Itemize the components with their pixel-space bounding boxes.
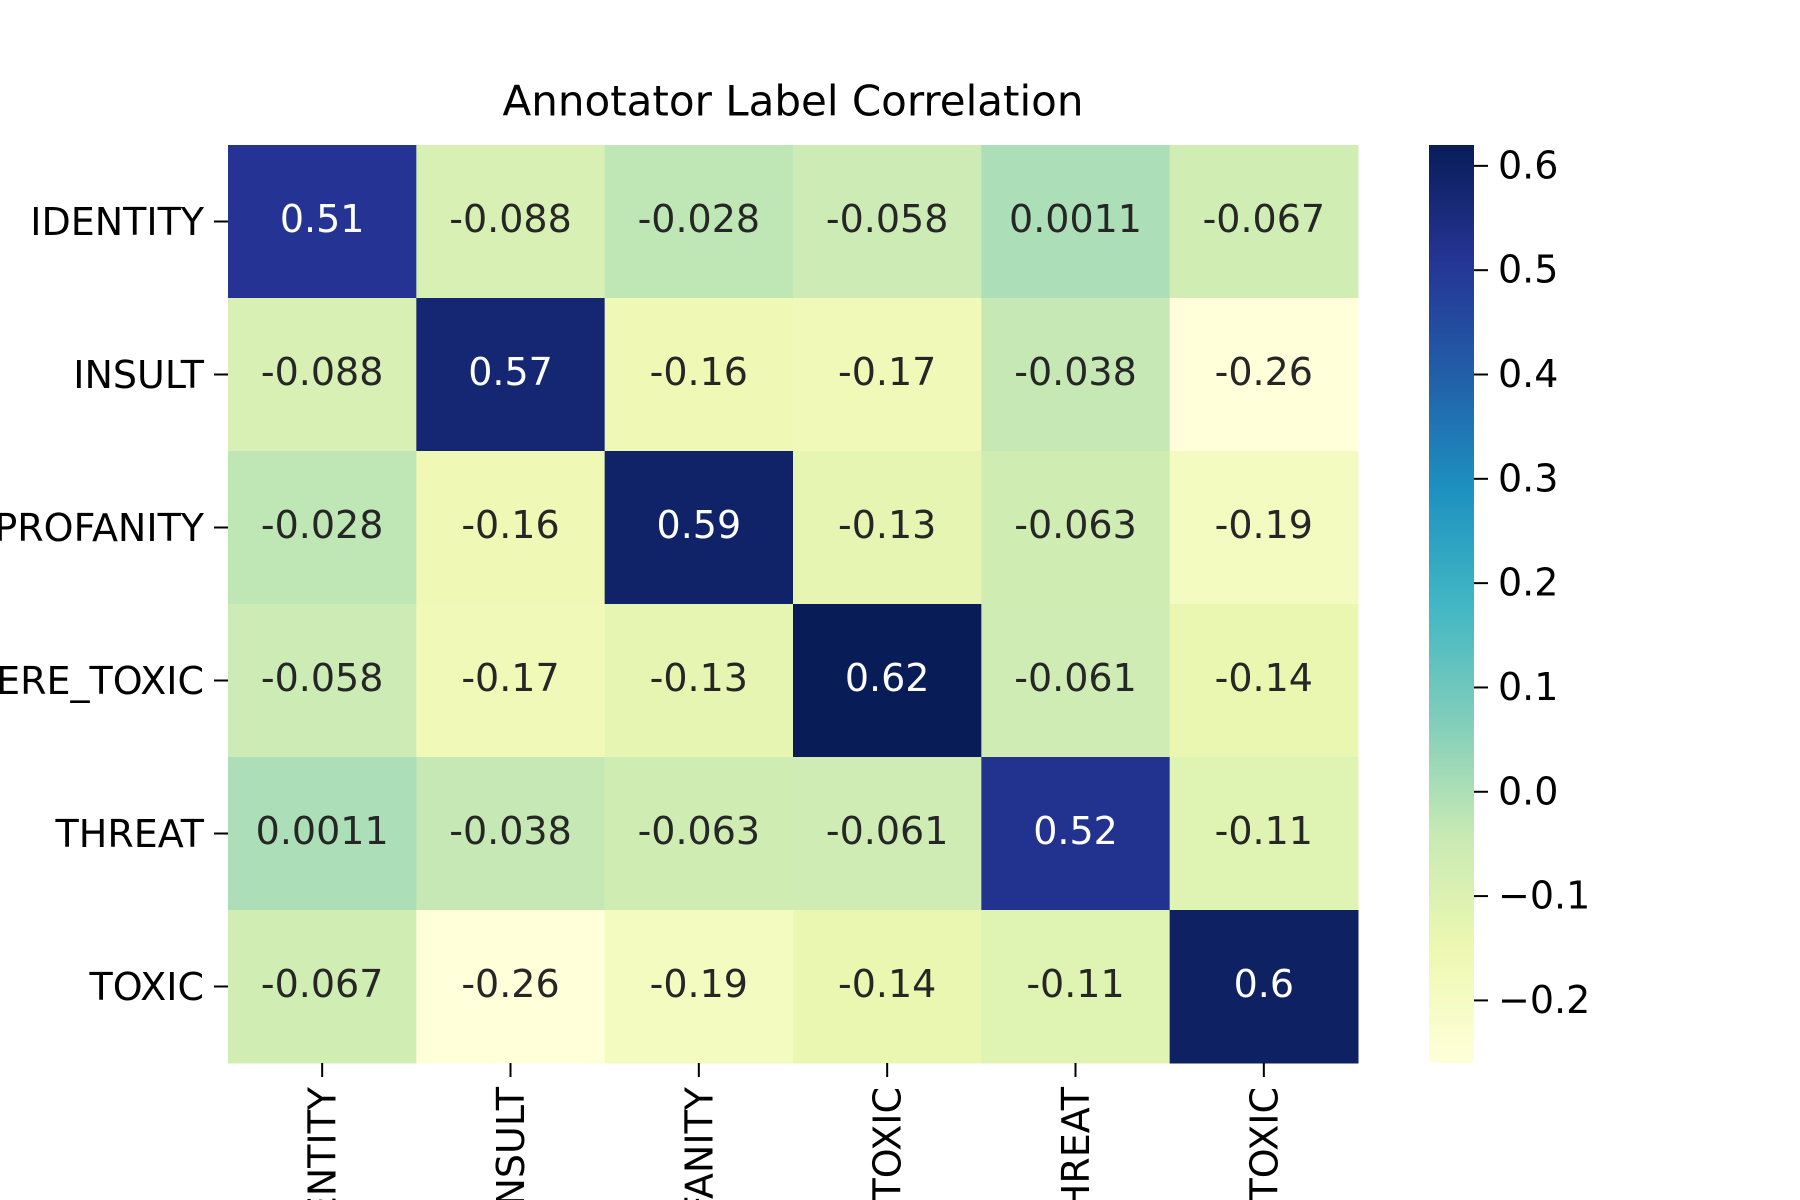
x-tick-label: TOXIC [1242,1087,1286,1200]
cell-label: 0.51 [280,197,365,241]
cell-label: -0.19 [650,962,748,1006]
x-tick-label: INSULT [489,1086,533,1200]
x-tick-label: PROFANITY [677,1086,721,1200]
cell-label: -0.063 [638,809,761,853]
cell-label: -0.038 [1014,350,1137,394]
heatmap-cell [604,145,794,299]
heatmap-cell [1169,451,1359,605]
y-tick-label: THREAT [55,812,205,856]
cell-label: -0.16 [461,503,559,547]
x-tick-label: SEVERE_TOXIC [866,1087,910,1200]
x-tick-label: THREAT [1054,1086,1098,1200]
colorbar-tick-label: −0.2 [1498,978,1590,1022]
cell-label: -0.26 [461,962,559,1006]
heatmap-cell [1169,145,1359,299]
heatmap-cell [228,910,417,1064]
heatmap-cell [604,451,794,605]
cell-label: 0.0011 [256,809,389,853]
colorbar-tick-label: −0.1 [1498,874,1590,918]
heatmap-cell [416,757,606,911]
cell-label: 0.6 [1234,962,1294,1006]
heatmap-cell [228,145,417,299]
cell-label: -0.063 [1014,503,1137,547]
heatmap-cell [416,145,606,299]
y-tick-label: PROFANITY [0,506,205,550]
cell-label: -0.061 [826,809,949,853]
cell-label: -0.17 [838,350,936,394]
heatmap-cell [1169,298,1359,452]
cell-label: 0.59 [657,503,742,547]
y-tick-label: IDENTITY [30,200,205,244]
colorbar-tick-label: 0.0 [1498,769,1558,813]
cell-label: -0.14 [1215,656,1313,700]
y-tick-label: TOXIC [89,965,204,1009]
colorbar-tick-label: 0.3 [1498,456,1558,500]
cell-label: -0.067 [1203,197,1326,241]
cell-label: -0.11 [1026,962,1124,1006]
cell-label: -0.26 [1215,350,1313,394]
cell-label: 0.57 [468,350,553,394]
cell-label: -0.038 [449,809,572,853]
y-tick-label: INSULT [73,353,205,397]
heatmap-cell [604,910,794,1064]
colorbar-tick-label: 0.1 [1498,665,1558,709]
heatmap-cell [981,910,1171,1064]
heatmap-cell [793,145,982,299]
heatmap-cell [981,451,1171,605]
heatmap-cell [416,604,606,758]
cell-label: -0.16 [650,350,748,394]
cell-label: 0.62 [845,656,930,700]
heatmap-cell [793,451,982,605]
heatmap-cell [604,757,794,911]
heatmap-cell [793,757,982,911]
cell-label: -0.17 [461,656,559,700]
heatmap-cell [981,145,1171,299]
cell-label: -0.028 [638,197,761,241]
heatmap-cell [416,298,606,452]
heatmap-cell [981,604,1171,758]
heatmap-cell [1169,604,1359,758]
heatmap-cell [604,298,794,452]
heatmap-cell [228,757,417,911]
heatmap-cell [416,910,606,1064]
cell-label: -0.13 [650,656,748,700]
heatmap-cell [416,451,606,605]
cell-label: -0.058 [826,197,949,241]
heatmap-cell [793,298,982,452]
colorbar-tick-label: 0.2 [1498,561,1558,605]
cell-label: 0.52 [1033,809,1118,853]
heatmap-cell [604,604,794,758]
cell-label: -0.058 [261,656,384,700]
cell-label: -0.13 [838,503,936,547]
colorbar-tick-label: 0.4 [1498,352,1558,396]
cell-label: 0.0011 [1009,197,1142,241]
x-tick-label: IDENTITY [301,1086,345,1200]
cell-label: -0.14 [838,962,936,1006]
heatmap-cell [981,298,1171,452]
cell-label: -0.067 [261,962,384,1006]
y-tick-label: SEVERE_TOXIC [0,659,204,703]
heatmap-cell [228,604,417,758]
heatmap-cell [1169,910,1359,1064]
cell-label: -0.088 [449,197,572,241]
heatmap-cell [793,910,982,1064]
heatmap-cell [228,298,417,452]
heatmap-cell [1169,757,1359,911]
colorbar-tick-label: 0.5 [1498,248,1558,292]
colorbar [1429,145,1474,1063]
cell-label: -0.088 [261,350,384,394]
colorbar-tick-label: 0.6 [1498,143,1558,187]
cell-label: -0.028 [261,503,384,547]
cell-label: -0.11 [1215,809,1313,853]
heatmap-cell [793,604,982,758]
cell-label: -0.061 [1014,656,1137,700]
chart-title: Annotator Label Correlation [503,77,1084,126]
heatmap-cell [228,451,417,605]
heatmap-cell [981,757,1171,911]
cell-label: -0.19 [1215,503,1313,547]
